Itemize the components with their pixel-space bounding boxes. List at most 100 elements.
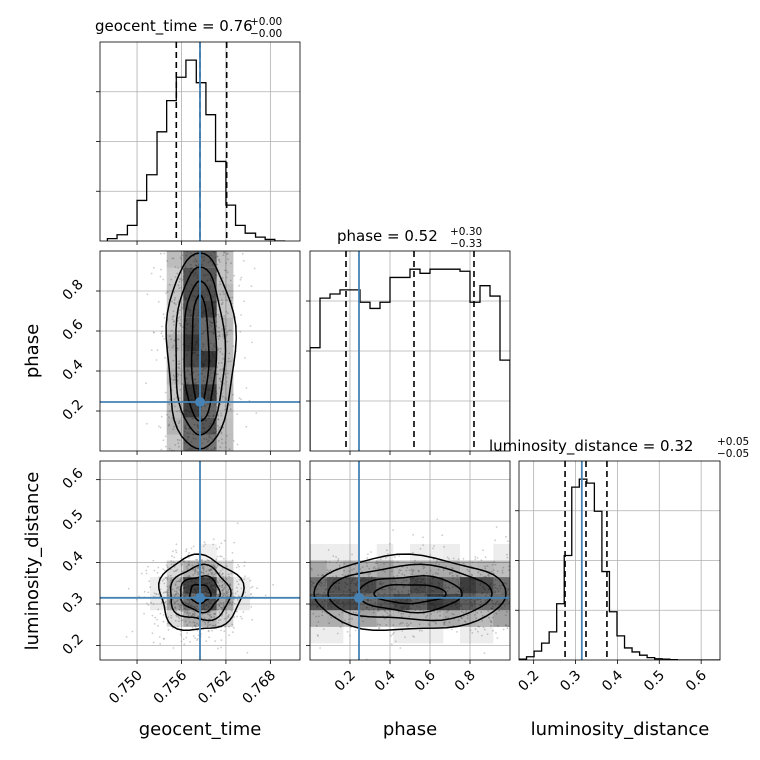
panel2d-phase-luminosity_distance-point-519 bbox=[428, 624, 431, 627]
panel2d-geocent_time-phase-inner bbox=[100, 251, 300, 451]
panel2d-geocent_time-luminosity_distance-point-6 bbox=[201, 559, 203, 562]
panel2d-geocent_time-luminosity_distance-point-69 bbox=[236, 590, 239, 593]
panel2d-geocent_time-luminosity_distance-point-554 bbox=[201, 613, 204, 616]
panel2d-phase-luminosity_distance-point-651 bbox=[396, 561, 399, 563]
panel2d-geocent_time-luminosity_distance-point-394 bbox=[185, 636, 188, 639]
panel2d-geocent_time-luminosity_distance-point-396 bbox=[206, 559, 209, 561]
panel2d-phase-luminosity_distance-bin-5-5 bbox=[393, 560, 410, 578]
panel2d-phase-luminosity_distance-point-583 bbox=[375, 562, 377, 565]
panel2d-phase-luminosity_distance-point-90 bbox=[353, 568, 355, 570]
panel2d-phase-luminosity_distance-point-787 bbox=[448, 572, 451, 574]
panel2d-phase-luminosity_distance-point-407 bbox=[369, 573, 371, 575]
panel2d-geocent_time-phase-point-299 bbox=[159, 426, 162, 429]
panel2d-phase-luminosity_distance-point-419 bbox=[397, 611, 400, 613]
panel2d-geocent_time-phase-point-208 bbox=[179, 316, 181, 318]
panel2d-geocent_time-luminosity_distance-point-436 bbox=[186, 611, 189, 613]
panel2d-geocent_time-luminosity_distance-point-40 bbox=[223, 630, 226, 633]
panel2d-phase-luminosity_distance-point-471 bbox=[390, 643, 393, 646]
panel2d-geocent_time-luminosity_distance-point-753 bbox=[168, 589, 170, 591]
panel2d-phase-luminosity_distance-point-453 bbox=[325, 560, 327, 563]
panel2d-geocent_time-luminosity_distance-point-805 bbox=[190, 615, 193, 617]
panel2d-geocent_time-luminosity_distance-contour-2 bbox=[180, 575, 222, 614]
panel2d-geocent_time-luminosity_distance-point-276 bbox=[213, 565, 216, 568]
panel2d-phase-luminosity_distance-point-109 bbox=[411, 570, 414, 573]
panel2d-phase-luminosity_distance-point-823 bbox=[400, 612, 403, 615]
panel2d-geocent_time-phase-point-102 bbox=[178, 409, 181, 412]
panel2d-geocent_time-phase-bin-4-10 bbox=[166, 267, 184, 285]
panel2d-geocent_time-luminosity_distance-point-381 bbox=[196, 573, 199, 576]
panel2d-geocent_time-phase-point-669 bbox=[173, 425, 176, 428]
panel2d-phase-luminosity_distance-bin-8-5 bbox=[443, 560, 460, 578]
panel2d-phase-luminosity_distance-point-310 bbox=[457, 619, 460, 622]
panel2d-phase-luminosity_distance-point-152 bbox=[332, 555, 335, 557]
panel2d-geocent_time-luminosity_distance-point-519 bbox=[195, 558, 198, 561]
panel2d-geocent_time-luminosity_distance-point-526 bbox=[157, 566, 160, 569]
panel2d-geocent_time-luminosity_distance-point-581 bbox=[163, 582, 166, 585]
panel2d-geocent_time-luminosity_distance-point-286 bbox=[226, 595, 229, 598]
panel2d-geocent_time-luminosity_distance-truth-point bbox=[195, 592, 205, 603]
panel2d-geocent_time-luminosity_distance-point-640 bbox=[251, 618, 254, 621]
panel2d-geocent_time-luminosity_distance-point-182 bbox=[236, 522, 239, 525]
panel2d-geocent_time-luminosity_distance-point-163 bbox=[228, 634, 231, 637]
panel2d-geocent_time-luminosity_distance-point-13 bbox=[216, 547, 218, 550]
panel2d-geocent_time-phase-point-266 bbox=[225, 253, 228, 255]
panel2d-geocent_time-luminosity_distance-point-757 bbox=[177, 580, 179, 583]
panel2d-geocent_time-phase-point-590 bbox=[236, 413, 239, 415]
panel2d-phase-luminosity_distance-bin-0-5 bbox=[310, 560, 327, 578]
title-geocent_time-plus: +0.00 bbox=[250, 16, 282, 28]
panel2d-geocent_time-luminosity_distance-point-634 bbox=[169, 579, 172, 582]
panel2d-geocent_time-phase-point-450 bbox=[176, 320, 179, 322]
panel2d-geocent_time-phase-point-812 bbox=[173, 332, 175, 334]
panel2d-geocent_time-phase-point-834 bbox=[179, 319, 182, 321]
panel2d-phase-luminosity_distance-point-868 bbox=[490, 621, 492, 623]
panel2d-geocent_time-phase-density bbox=[166, 251, 234, 451]
panel2d-geocent_time-luminosity_distance-point-200 bbox=[181, 570, 184, 573]
panel2d-geocent_time-luminosity_distance-point-619 bbox=[240, 587, 243, 590]
panel2d-geocent_time-luminosity_distance-point-535 bbox=[175, 590, 178, 593]
panel2d-geocent_time-luminosity_distance-point-500 bbox=[196, 639, 198, 641]
panel2d-phase-luminosity_distance-point-210 bbox=[348, 613, 351, 616]
panel2d-geocent_time-luminosity_distance-point-678 bbox=[194, 568, 197, 570]
panel2d-phase-luminosity_distance-point-710 bbox=[446, 556, 449, 559]
panel2d-phase-luminosity_distance-bin-9-4 bbox=[460, 577, 477, 594]
panel2d-geocent_time-luminosity_distance-point-368 bbox=[170, 616, 173, 619]
x-axis-label-luminosity_distance: luminosity_distance bbox=[531, 719, 710, 740]
panel2d-geocent_time-luminosity_distance-point-175 bbox=[178, 609, 181, 611]
panel2d-geocent_time-luminosity_distance-point-591 bbox=[180, 640, 183, 643]
panel2d-phase-luminosity_distance-point-182 bbox=[346, 630, 349, 633]
panel2d-geocent_time-luminosity_distance-point-170 bbox=[175, 569, 178, 572]
panel2d-phase-luminosity_distance-point-667 bbox=[327, 570, 330, 573]
panel2d-geocent_time-phase-point-424 bbox=[173, 302, 176, 305]
panel2d-geocent_time-luminosity_distance-point-83 bbox=[201, 566, 204, 569]
panel2d-geocent_time-luminosity_distance-point-331 bbox=[193, 612, 196, 615]
panel2d-geocent_time-phase-point-882 bbox=[219, 446, 222, 449]
panel2d-geocent_time-phase-point-563 bbox=[181, 326, 184, 329]
panel2d-geocent_time-phase-bin-6-0 bbox=[200, 434, 217, 451]
panel2d-geocent_time-phase-point-702 bbox=[178, 280, 181, 283]
panel2d-geocent_time-phase-point-415 bbox=[172, 379, 175, 381]
panel2d-phase-luminosity_distance-point-478 bbox=[471, 632, 474, 634]
panel2d-geocent_time-luminosity_distance-point-868 bbox=[217, 621, 220, 624]
panel2d-phase-luminosity_distance-point-558 bbox=[490, 625, 492, 627]
panel2d-geocent_time-luminosity_distance-point-549 bbox=[220, 608, 223, 611]
panel2d-phase-luminosity_distance bbox=[306, 460, 511, 664]
panel2d-phase-luminosity_distance-contour-1 bbox=[327, 563, 493, 622]
panel2d-geocent_time-luminosity_distance-point-77 bbox=[220, 542, 223, 545]
panel2d-geocent_time-luminosity_distance-point-802 bbox=[202, 567, 205, 570]
panel2d-geocent_time-phase-point-710 bbox=[229, 408, 232, 411]
panel2d-geocent_time-phase-point-610 bbox=[180, 286, 183, 289]
panel2d-geocent_time-luminosity_distance-point-521 bbox=[180, 635, 183, 637]
panel2d-geocent_time-luminosity_distance-point-873 bbox=[189, 621, 191, 624]
panel2d-phase-luminosity_distance-point-455 bbox=[483, 652, 486, 655]
panel2d-phase-luminosity_distance-point-835 bbox=[320, 574, 323, 577]
panel2d-geocent_time-luminosity_distance-point-835 bbox=[184, 620, 187, 622]
panel2d-geocent_time-luminosity_distance-point-186 bbox=[227, 614, 230, 617]
panel2d-geocent_time-luminosity_distance-point-893 bbox=[162, 637, 165, 640]
panel2d-geocent_time-luminosity_distance-point-130 bbox=[217, 593, 220, 596]
panel2d-geocent_time-phase-point-774 bbox=[236, 443, 239, 446]
panel2d-geocent_time-luminosity_distance-point-305 bbox=[230, 609, 233, 612]
panel2d-geocent_time-phase-point-594 bbox=[221, 442, 224, 444]
panel2d-geocent_time-phase-point-862 bbox=[172, 428, 175, 431]
panel2d-geocent_time-luminosity_distance-point-222 bbox=[216, 564, 219, 567]
panel2d-geocent_time-phase-point-326 bbox=[217, 313, 220, 316]
